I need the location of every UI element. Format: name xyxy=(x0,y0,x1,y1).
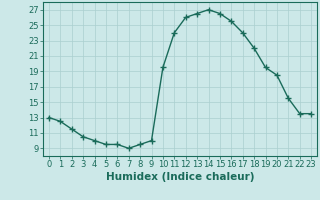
X-axis label: Humidex (Indice chaleur): Humidex (Indice chaleur) xyxy=(106,172,254,182)
